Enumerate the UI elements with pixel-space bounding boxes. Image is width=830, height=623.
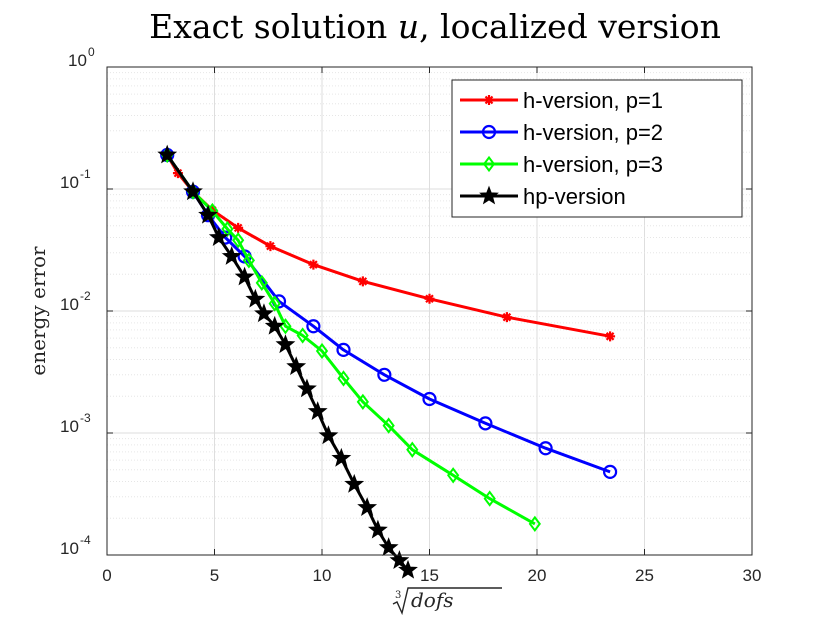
legend-marker: [481, 124, 497, 140]
data-point: [528, 515, 541, 533]
data-point: [198, 204, 218, 224]
legend-box: [451, 79, 743, 218]
data-point: [296, 327, 309, 344]
data-point: [337, 370, 350, 387]
data-point: [478, 416, 493, 431]
data-point: [382, 417, 395, 434]
y-tick-0.01: 10: [60, 295, 79, 314]
x-label-text: dofs: [411, 588, 454, 612]
data-point: [344, 473, 365, 493]
data-point: [183, 181, 203, 201]
legend-label-hp: hp-version: [523, 184, 626, 209]
data-point: [232, 232, 245, 249]
data-point: [357, 497, 378, 516]
data-point: [318, 425, 339, 445]
data-point: [286, 356, 307, 376]
data-point: [406, 441, 419, 458]
data-point: [265, 241, 276, 252]
data-point: [221, 246, 242, 265]
data-point: [356, 393, 369, 411]
data-point: [447, 467, 460, 484]
chart-title-suffix: , localized version: [419, 7, 721, 46]
chart-title-var: u: [398, 7, 419, 46]
legend-marker: [482, 155, 496, 173]
data-point: [254, 303, 274, 323]
data-point: [424, 293, 435, 304]
y-tick-0.01-exp: -2: [80, 289, 91, 303]
axes-frame: [106, 66, 753, 556]
data-point: [233, 222, 244, 233]
x-tick-25: 25: [635, 566, 654, 585]
data-point: [422, 391, 437, 407]
data-point: [157, 144, 178, 164]
data-point: [501, 312, 512, 323]
series-3: [157, 144, 418, 579]
data-point: [275, 334, 296, 354]
x-tick-10: 10: [313, 566, 332, 585]
y-tick-1: 10: [68, 51, 87, 70]
x-tick-15: 15: [420, 566, 439, 585]
data-point: [208, 227, 229, 246]
data-point: [336, 342, 351, 357]
data-point: [331, 447, 352, 467]
y-tick-0.1: 10: [60, 173, 79, 192]
data-point: [221, 220, 234, 238]
x-tick-20: 20: [528, 566, 547, 585]
data-point: [367, 519, 388, 539]
x-tick-5: 5: [210, 566, 219, 585]
data-point: [377, 367, 392, 382]
data-point: [538, 441, 553, 456]
data-point: [242, 252, 256, 269]
data-point: [245, 288, 266, 308]
x-tick-labels: 0 5 10 15 20 25 30: [102, 566, 761, 585]
y-tick-0.001-exp: -3: [80, 411, 91, 425]
data-point: [389, 550, 410, 570]
data-point: [268, 295, 281, 312]
y-tick-0.1-exp: -1: [80, 167, 91, 181]
data-point: [602, 464, 618, 479]
legend-markers: [460, 95, 518, 205]
x-tick-30: 30: [743, 566, 762, 585]
data-point: [483, 490, 496, 507]
data-point: [172, 168, 183, 179]
legend-label-p3: h-version, p=3: [523, 152, 663, 177]
data-point: [306, 319, 321, 334]
data-point: [307, 401, 328, 420]
data-point: [297, 378, 317, 398]
y-tick-1-exp: 0: [88, 45, 95, 59]
legend-marker: [479, 185, 499, 205]
data-point: [315, 342, 329, 360]
data-point: [234, 266, 255, 286]
legend-label-p1: h-version, p=1: [523, 88, 663, 113]
y-tick-labels: 10 0 10 -1 10 -2 10 -3 10 -4: [60, 45, 95, 558]
y-axis-label: energy error: [26, 246, 50, 376]
x-tick-0: 0: [102, 566, 111, 585]
series-layer: [157, 144, 618, 579]
data-point: [255, 274, 268, 292]
x-label-root-index: 3: [395, 590, 401, 601]
data-point: [357, 276, 368, 287]
data-point: [398, 559, 418, 579]
x-label-radical: [392, 587, 502, 616]
series-2: [161, 146, 541, 533]
data-point: [308, 259, 319, 270]
y-tick-0.001: 10: [60, 417, 79, 436]
chart-title-prefix: Exact solution: [149, 7, 398, 46]
data-point: [378, 537, 399, 557]
chart-title: Exact solution u, localized version: [149, 7, 721, 46]
data-point: [605, 331, 616, 342]
x-axis-label: 3 dofs: [392, 587, 502, 616]
legend-label-p2: h-version, p=2: [523, 120, 663, 145]
legend-marker: [484, 95, 494, 105]
y-tick-0.0001-exp: -4: [80, 533, 91, 547]
legend: h-version, p=1 h-version, p=2 h-version,…: [451, 79, 743, 218]
y-tick-0.0001: 10: [60, 539, 79, 558]
data-point: [264, 315, 285, 335]
